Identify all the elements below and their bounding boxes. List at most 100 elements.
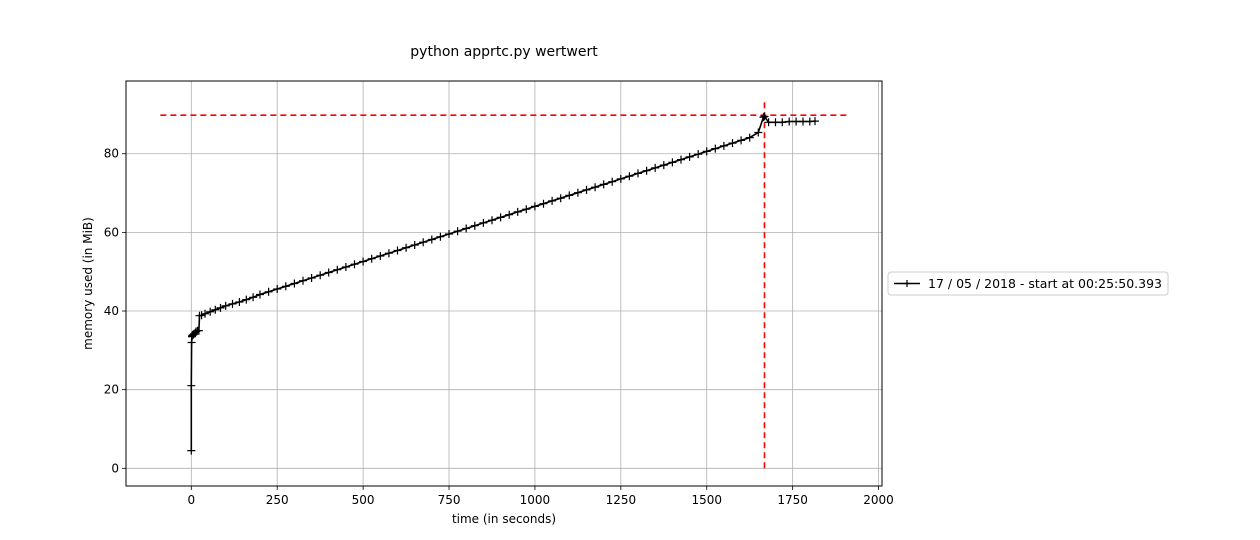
data-point — [479, 218, 488, 227]
data-point — [556, 194, 565, 203]
data-point — [249, 293, 258, 302]
data-point — [513, 207, 522, 216]
legend-plus-marker — [903, 280, 911, 287]
x-tick-label: 750 — [438, 493, 461, 507]
data-point — [341, 263, 350, 271]
data-point — [496, 213, 505, 222]
data-point — [719, 141, 728, 150]
x-tick-label: 1250 — [606, 493, 637, 507]
data-point — [785, 117, 794, 126]
data-point — [565, 191, 574, 200]
data-point — [811, 117, 819, 126]
data-point — [792, 117, 801, 126]
data-point — [659, 161, 668, 170]
data-point — [197, 311, 206, 320]
data-point — [256, 290, 264, 299]
data-point — [737, 136, 746, 145]
data-point — [625, 172, 634, 181]
data-point — [264, 287, 273, 296]
data-point — [462, 224, 471, 233]
x-tick-label: 500 — [352, 493, 375, 507]
legend: 17 / 05 / 2018 - start at 00:25:50.393 — [887, 271, 1169, 296]
data-point — [702, 147, 711, 156]
x-tick-label: 1500 — [691, 493, 722, 507]
x-tick-label: 1750 — [777, 493, 808, 507]
data-point — [228, 299, 237, 308]
x-tick-label: 1000 — [520, 493, 551, 507]
data-point — [402, 243, 411, 252]
data-point — [754, 128, 763, 137]
data-point — [187, 446, 196, 455]
chart-title: python apprtc.py wertwert — [410, 44, 598, 60]
data-point — [427, 235, 436, 244]
data-point — [759, 113, 768, 122]
reference-lines — [160, 98, 848, 469]
data-point — [242, 295, 251, 304]
y-tick-label: 0 — [111, 461, 119, 475]
grid — [126, 81, 882, 486]
data-point — [376, 252, 385, 260]
y-tick-label: 60 — [104, 225, 119, 239]
data-point — [316, 271, 325, 280]
data-point — [299, 276, 307, 285]
data-point — [599, 180, 608, 189]
data-point — [799, 117, 807, 126]
y-tick-label: 40 — [104, 304, 119, 318]
data-point — [273, 285, 282, 293]
data-point — [221, 301, 230, 310]
series-line — [190, 115, 816, 451]
series-layer — [187, 112, 819, 455]
data-point — [211, 305, 220, 314]
data-point — [445, 230, 453, 238]
data-point — [530, 202, 539, 211]
data-point — [711, 144, 720, 153]
data-point — [436, 232, 445, 241]
legend-box — [887, 271, 1169, 296]
data-point — [608, 177, 617, 186]
data-point — [728, 139, 737, 148]
data-point — [367, 254, 376, 263]
data-point — [771, 118, 780, 127]
data-point — [324, 268, 333, 277]
x-axis-label: time (in seconds) — [452, 512, 556, 526]
ticks: 0 250 500 750 1000 1250 1500 1750 2000 0 20 40 60 80 — [104, 147, 894, 507]
data-point — [384, 249, 393, 258]
data-point — [350, 260, 359, 269]
data-point — [651, 163, 660, 172]
x-tick-label: 0 — [187, 493, 195, 507]
data-point — [764, 118, 773, 127]
data-point — [194, 326, 203, 335]
legend-label: 17 / 05 / 2018 - start at 00:25:50.393 — [928, 276, 1162, 291]
data-point — [470, 221, 479, 230]
data-point — [522, 205, 531, 214]
data-point — [642, 166, 651, 175]
data-point — [591, 183, 600, 192]
plot-frame — [125, 80, 883, 487]
data-point — [685, 152, 694, 161]
data-point — [582, 185, 591, 194]
data-point — [206, 307, 215, 316]
x-tick-label: 250 — [266, 493, 289, 507]
data-point — [216, 303, 225, 312]
data-point — [488, 216, 496, 225]
data-point — [359, 257, 368, 266]
data-point — [668, 158, 677, 167]
data-point — [453, 227, 462, 236]
data-point — [745, 133, 754, 142]
data-point — [505, 210, 514, 219]
data-point — [410, 241, 419, 249]
data-point — [333, 265, 342, 274]
data-point — [778, 118, 787, 127]
data-point — [694, 150, 703, 159]
data-point — [187, 381, 196, 390]
data-point — [760, 112, 769, 121]
y-tick-label: 80 — [104, 147, 119, 161]
x-tick-label: 2000 — [863, 493, 894, 507]
y-tick-label: 20 — [104, 383, 119, 397]
data-point — [235, 298, 244, 306]
data-point — [281, 282, 290, 291]
data-point — [634, 169, 642, 178]
data-point — [393, 246, 402, 255]
data-point — [573, 188, 582, 197]
